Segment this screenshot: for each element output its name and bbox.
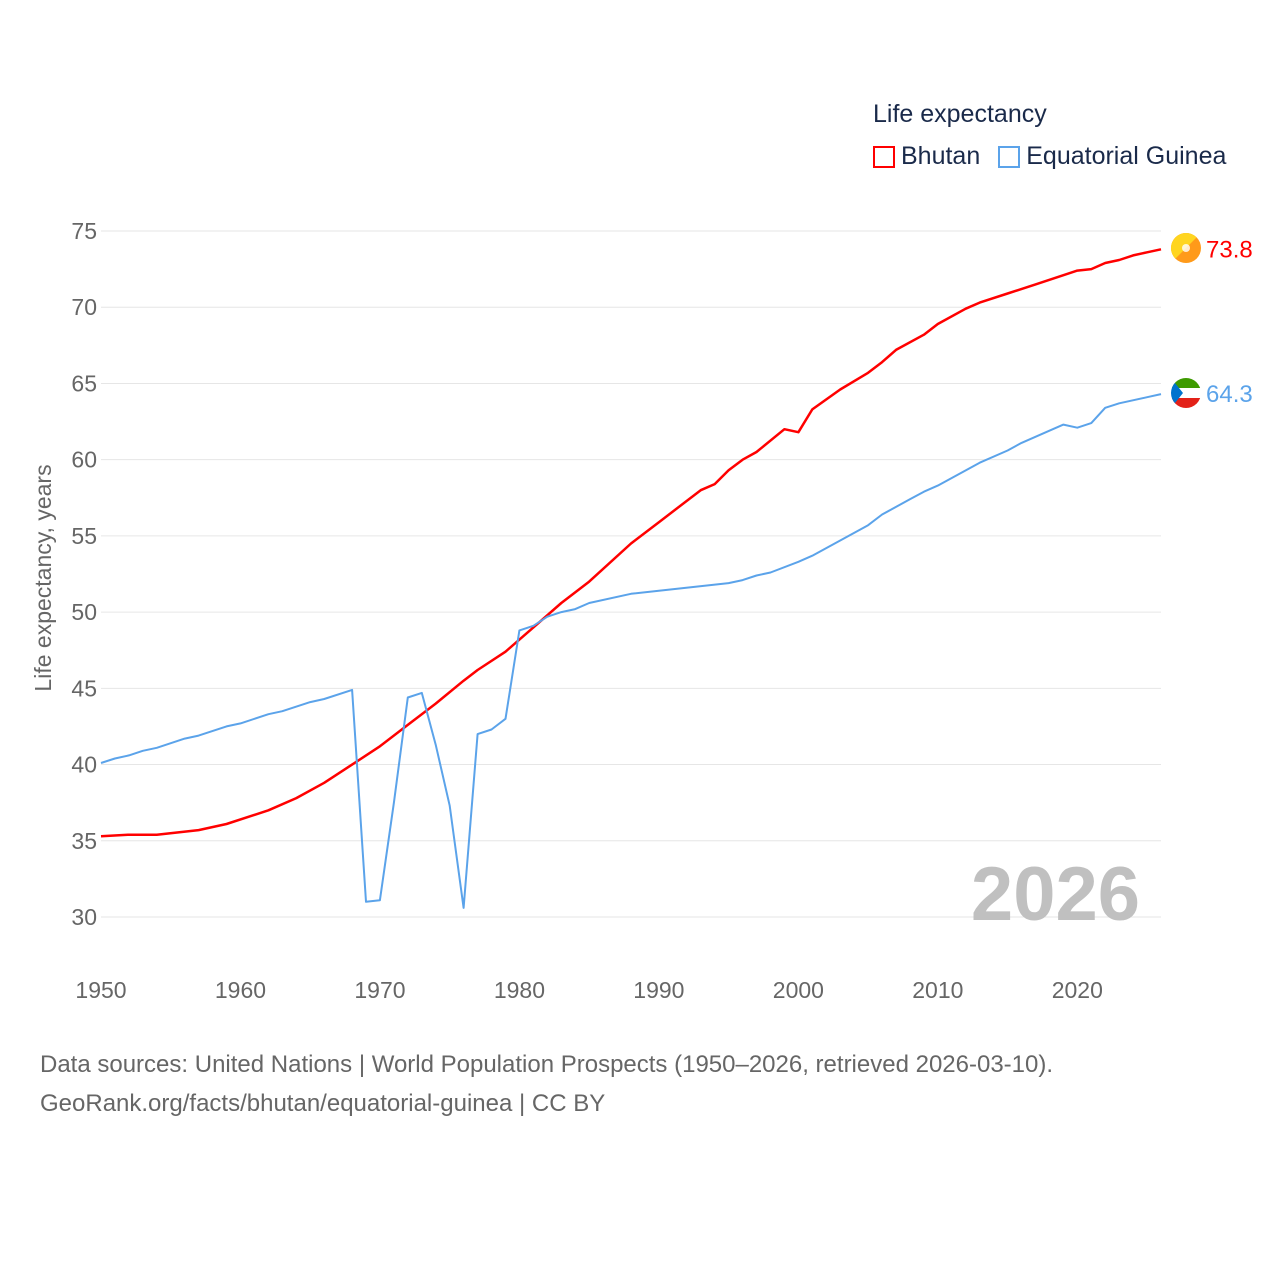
- legend: Bhutan Equatorial Guinea: [873, 142, 1226, 171]
- y-tick-label: 30: [71, 904, 97, 930]
- x-tick-label: 1950: [75, 977, 126, 1003]
- y-axis-ticks: 30 35 40 45 50 55 60 65 70 75: [71, 218, 97, 930]
- legend-title: Life expectancy: [873, 100, 1047, 128]
- attribution-link[interactable]: GeoRank.org/facts/bhutan/equatorial-guin…: [40, 1090, 606, 1117]
- series-line-bhutan: [100, 248, 1162, 838]
- x-tick-label: 1960: [215, 977, 266, 1003]
- y-tick-label: 40: [71, 752, 97, 778]
- x-tick-label: 1980: [494, 977, 545, 1003]
- equatorial-guinea-flag-icon: [1171, 378, 1201, 408]
- sources-line: Data sources: United Nations | World Pop…: [40, 1051, 1054, 1078]
- legend-label: Equatorial Guinea: [1026, 142, 1227, 170]
- year-watermark: 2026: [971, 852, 1140, 937]
- bhutan-flag-icon: [1171, 233, 1201, 263]
- series-lines: [100, 248, 1162, 909]
- y-tick-label: 70: [71, 294, 97, 320]
- equatorial-guinea-end-label: 64.3: [1206, 381, 1253, 408]
- y-axis-label: Life expectancy, years: [30, 464, 56, 691]
- bhutan-end-label: 73.8: [1206, 236, 1253, 263]
- x-tick-label: 2010: [912, 977, 963, 1003]
- legend-item-equatorial-guinea[interactable]: Equatorial Guinea: [998, 142, 1226, 171]
- y-tick-label: 60: [71, 447, 97, 473]
- y-tick-label: 65: [71, 370, 97, 396]
- y-tick-label: 35: [71, 828, 97, 854]
- y-tick-label: 45: [71, 675, 97, 701]
- x-tick-label: 1970: [354, 977, 405, 1003]
- legend-item-bhutan[interactable]: Bhutan: [873, 142, 980, 171]
- series-line-equatorial-guinea: [100, 393, 1162, 909]
- legend-label: Bhutan: [901, 142, 981, 170]
- x-tick-label: 2020: [1052, 977, 1103, 1003]
- legend-swatch-equatorial-guinea: [998, 145, 1021, 168]
- data-sources: Data sources: United Nations | World Pop…: [40, 1045, 1053, 1123]
- y-tick-label: 75: [71, 218, 97, 244]
- y-tick-label: 50: [71, 599, 97, 625]
- x-tick-label: 2000: [773, 977, 824, 1003]
- x-axis-ticks: 1950 1960 1970 1980 1990 2000 2010 2020: [75, 977, 1102, 1003]
- x-tick-label: 1990: [633, 977, 684, 1003]
- y-tick-label: 55: [71, 523, 97, 549]
- grid-lines: [101, 230, 1161, 918]
- legend-swatch-bhutan: [873, 145, 895, 168]
